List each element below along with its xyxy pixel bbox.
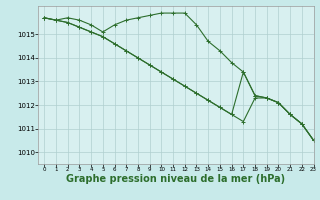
- X-axis label: Graphe pression niveau de la mer (hPa): Graphe pression niveau de la mer (hPa): [67, 174, 285, 184]
